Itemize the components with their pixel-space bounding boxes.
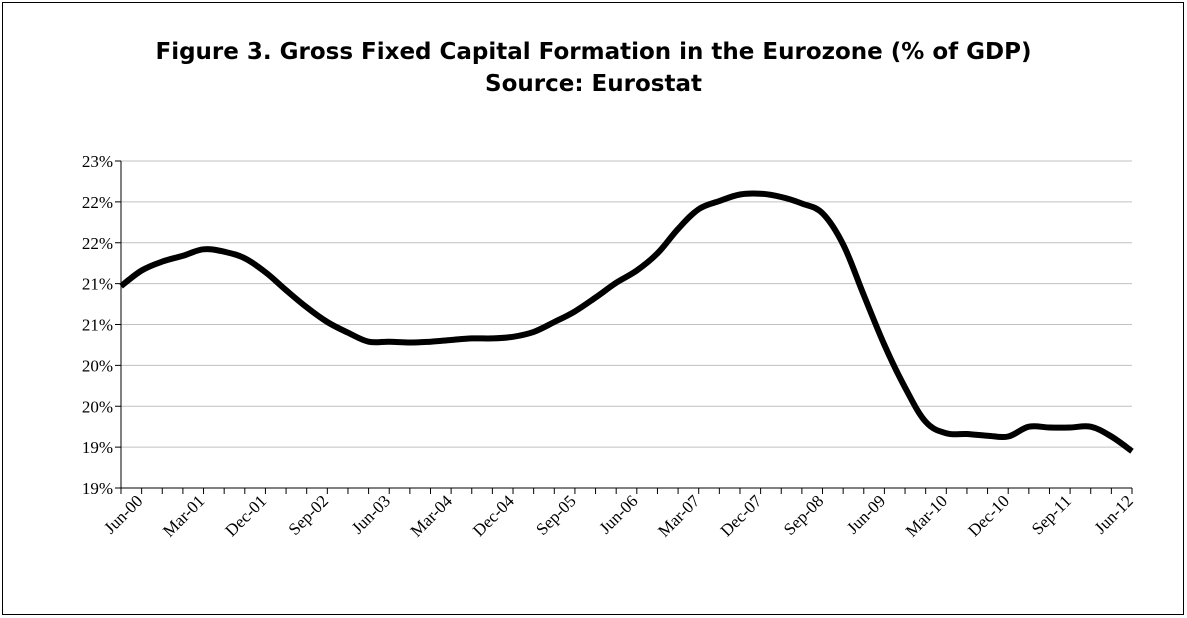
x-tick-label: Mar-04 [407, 491, 457, 541]
x-tick-label: Jun-00 [100, 491, 146, 537]
x-tick-label: Mar-01 [159, 491, 208, 540]
chart-title-block: Figure 3. Gross Fixed Capital Formation … [0, 36, 1187, 100]
y-tick-label: 21% [82, 316, 113, 335]
gridlines [121, 160, 1132, 448]
y-tick-label: 19% [82, 438, 113, 457]
series-group [119, 190, 1134, 454]
y-tick-label: 22% [82, 193, 113, 212]
y-tick-label: 21% [82, 275, 113, 294]
series-line [119, 190, 1134, 454]
x-tick-label: Mar-07 [654, 491, 704, 541]
x-tick-label: Jun-12 [1091, 491, 1137, 537]
chart-subtitle: Source: Eurostat [485, 71, 702, 97]
x-tick-label: Dec-07 [717, 491, 766, 540]
x-tick-label: Sep-08 [780, 491, 827, 538]
x-tick-label: Mar-10 [902, 491, 951, 540]
y-tick-label: 23% [82, 152, 113, 171]
x-tick-label: Sep-02 [285, 491, 332, 538]
x-tick-label: Sep-05 [532, 491, 579, 538]
x-tick-label: Sep-11 [1028, 491, 1075, 538]
x-tick-label: Dec-10 [964, 491, 1013, 540]
x-tick-label: Jun-09 [843, 491, 889, 537]
y-tick-label: 20% [82, 397, 113, 416]
x-tick-label: Dec-01 [221, 491, 270, 540]
y-tick-label: 19% [82, 479, 113, 498]
y-axis: 19% 19% 20% 20% 21% 21% 22% 22% 23% [82, 152, 122, 498]
x-axis: Jun-00 Mar-01 Dec-01 Sep-02 Jun-03 Mar-04 Dec-… [100, 487, 1137, 541]
y-tick-label: 20% [82, 356, 113, 375]
x-tick-label: Jun-06 [595, 491, 641, 537]
x-tick-label: Dec-04 [469, 491, 518, 540]
chart-title: Figure 3. Gross Fixed Capital Formation … [155, 39, 1032, 65]
x-tick-label: Jun-03 [348, 491, 394, 537]
y-tick-label: 22% [82, 234, 113, 253]
